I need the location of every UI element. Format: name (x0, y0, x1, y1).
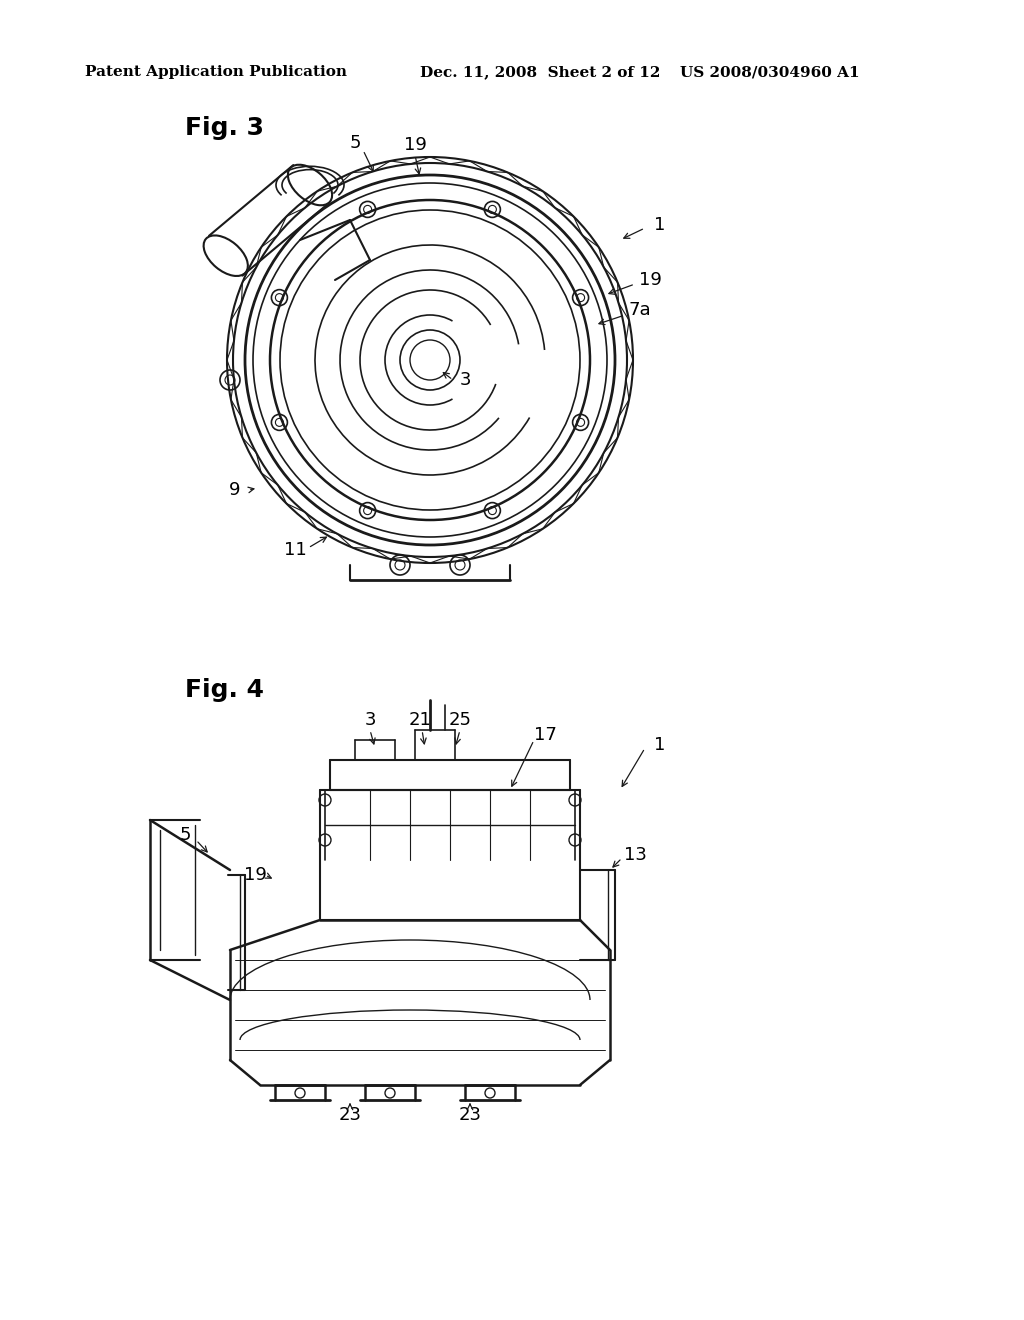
Text: 7a: 7a (629, 301, 651, 319)
Text: 3: 3 (365, 711, 376, 729)
Text: Dec. 11, 2008  Sheet 2 of 12: Dec. 11, 2008 Sheet 2 of 12 (420, 65, 660, 79)
Text: 3: 3 (459, 371, 471, 389)
Text: Fig. 3: Fig. 3 (185, 116, 264, 140)
Text: 21: 21 (409, 711, 431, 729)
Text: 9: 9 (229, 480, 241, 499)
Text: Fig. 4: Fig. 4 (185, 678, 264, 702)
Text: Patent Application Publication: Patent Application Publication (85, 65, 347, 79)
Text: 23: 23 (459, 1106, 481, 1125)
Text: 23: 23 (339, 1106, 361, 1125)
Text: 1: 1 (654, 737, 666, 754)
Text: US 2008/0304960 A1: US 2008/0304960 A1 (680, 65, 859, 79)
Ellipse shape (204, 235, 248, 276)
Text: 19: 19 (403, 136, 426, 154)
Text: 5: 5 (179, 826, 190, 843)
Text: 25: 25 (449, 711, 471, 729)
Text: 17: 17 (534, 726, 556, 744)
Text: 19: 19 (244, 866, 266, 884)
Text: 1: 1 (654, 216, 666, 234)
Text: 11: 11 (284, 541, 306, 558)
Text: 5: 5 (349, 135, 360, 152)
Text: 19: 19 (639, 271, 662, 289)
Text: 13: 13 (624, 846, 646, 865)
Ellipse shape (288, 165, 332, 206)
